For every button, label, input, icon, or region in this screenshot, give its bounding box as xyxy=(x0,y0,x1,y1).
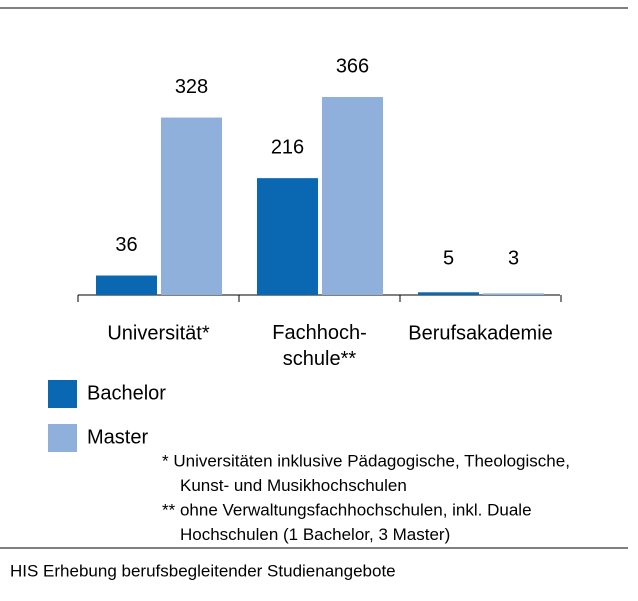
value-label: 216 xyxy=(271,136,304,158)
legend-swatch xyxy=(48,380,77,408)
footnote: Hochschulen (1 Bachelor, 3 Master) xyxy=(180,525,450,544)
source: HIS Erhebung berufsbegleitender Studiena… xyxy=(10,561,396,580)
bar xyxy=(96,275,157,295)
footnote: * Universitäten inklusive Pädagogische, … xyxy=(162,451,570,470)
footnote: Kunst- und Musikhochschulen xyxy=(180,476,407,495)
value-label: 36 xyxy=(115,234,137,256)
x-tick-label: Fachhoch-schule** xyxy=(272,322,367,370)
x-tick-label: Berufsakademie xyxy=(408,322,553,344)
x-tick-label-line: schule** xyxy=(283,348,357,370)
legend-label: Master xyxy=(87,426,148,448)
value-label: 366 xyxy=(336,55,369,77)
x-tick-label-line: Fachhoch- xyxy=(272,322,367,344)
bar xyxy=(161,117,222,296)
bar xyxy=(483,293,544,295)
legend-swatch xyxy=(48,424,77,452)
x-tick-label: Universität* xyxy=(107,322,209,344)
bar xyxy=(322,97,383,295)
bar xyxy=(418,292,479,295)
legend-label: Bachelor xyxy=(87,382,166,404)
value-label: 328 xyxy=(175,76,208,98)
bar xyxy=(257,178,318,295)
value-label: 5 xyxy=(443,247,454,269)
value-label: 3 xyxy=(508,247,519,269)
footnote: ** ohne Verwaltungsfachhochschulen, inkl… xyxy=(162,500,532,519)
